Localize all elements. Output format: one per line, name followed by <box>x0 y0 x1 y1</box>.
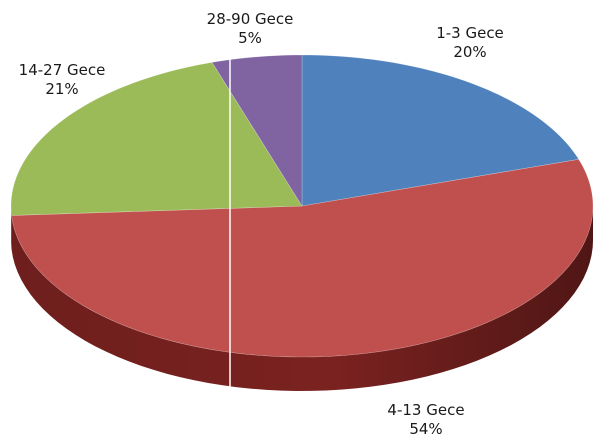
pie-slice-28-90-gece <box>211 54 303 208</box>
slice-category-label: 4-13 Gece <box>387 401 465 419</box>
slice-value-label: 21% <box>45 80 79 98</box>
slice-value-label: 20% <box>453 43 487 61</box>
slice-label-4-13-gece: 4-13 Gece 54% <box>387 401 464 439</box>
slice-value-label: 54% <box>409 420 443 438</box>
slice-category-label: 14-27 Gece <box>18 61 106 79</box>
pie-side-shade-4-13-gece <box>11 206 593 391</box>
pie-side-shade-14-27-gece <box>11 206 12 250</box>
pie-slice-4-13-gece <box>11 159 594 358</box>
pie-slice-1-3-gece <box>301 54 580 207</box>
slice-value-label: 5% <box>238 29 262 47</box>
slice-category-label: 28-90 Gece <box>206 10 294 28</box>
slice-label-28-90-gece: 28-90 Gece 5% <box>207 10 294 48</box>
pie-side-layer <box>11 206 593 391</box>
pie-top-layer <box>10 54 594 358</box>
slice-label-14-27-gece: 14-27 Gece 21% <box>19 61 106 99</box>
slice-category-label: 1-3 Gece <box>436 24 504 42</box>
slice-label-1-3-gece: 1-3 Gece 20% <box>436 24 504 62</box>
